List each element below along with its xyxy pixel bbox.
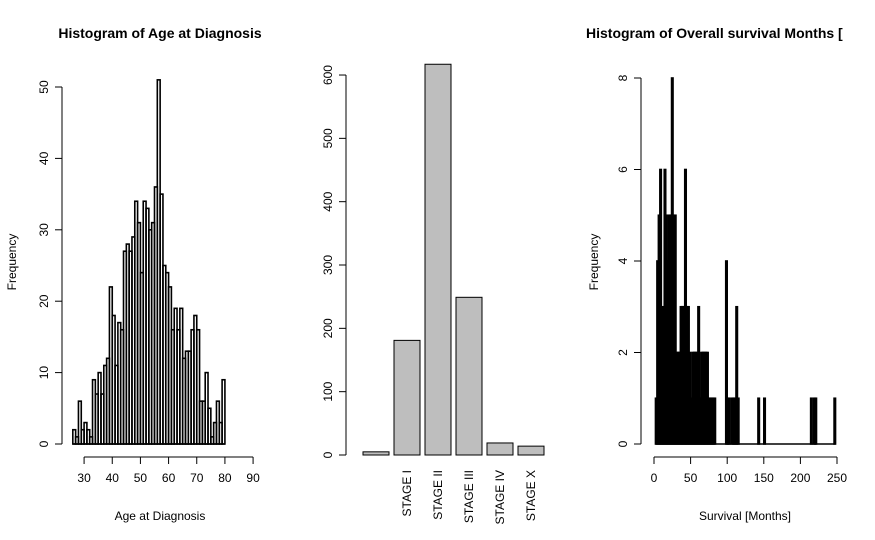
stage-x-tick-label: STAGE II — [431, 470, 445, 520]
stage-bar — [486, 442, 514, 456]
age-hist-x-tick-label: 40 — [106, 471, 120, 485]
survival-hist-bar — [814, 397, 818, 445]
stage-x-tick-label: STAGE I — [400, 470, 414, 516]
survival-hist-y-tick-label: 4 — [616, 257, 630, 264]
survival-hist-x-tick-label: 50 — [684, 471, 698, 485]
survival-hist-y-tick-label: 6 — [616, 166, 630, 173]
age-hist-y-tick-label: 10 — [37, 366, 51, 380]
stage-y-tick-label: 100 — [321, 381, 335, 401]
age-hist-y-tick-label: 0 — [37, 440, 51, 447]
survival-hist-bar — [713, 397, 717, 445]
age-hist-x-tick-label: 30 — [77, 471, 91, 485]
stage-bar — [517, 445, 545, 456]
stage-y-tick-label: 500 — [321, 128, 335, 148]
survival-hist-y-tick-label: 2 — [616, 349, 630, 356]
stage-x-tick-label: STAGE IV — [493, 470, 507, 524]
stage-bar — [424, 63, 452, 456]
survival-hist-x-tick-label: 150 — [754, 471, 774, 485]
age-hist-title: Histogram of Age at Diagnosis — [58, 25, 262, 41]
survival-hist-y-tick-label: 0 — [616, 440, 630, 447]
age-hist-x-tick-label: 70 — [190, 471, 204, 485]
stage-bar — [455, 296, 483, 456]
age-hist-y-tick-label: 30 — [37, 223, 51, 237]
age-hist-x-tick-label: 60 — [162, 471, 176, 485]
survival-hist-bar — [833, 397, 837, 445]
survival-hist-bar — [762, 397, 767, 445]
survival-hist-y-tick-label: 8 — [616, 74, 630, 81]
age-hist-x-tick-label: 50 — [134, 471, 148, 485]
survival-hist-bar — [727, 397, 731, 445]
survival-hist-bar — [757, 397, 761, 445]
stage-bar — [362, 451, 390, 456]
stage-bar — [393, 339, 421, 456]
survival-hist-x-tick-label: 250 — [827, 471, 847, 485]
stage-y-tick-label: 200 — [321, 318, 335, 338]
stage-y-tick-label: 400 — [321, 191, 335, 211]
survival-hist-x-tick-label: 100 — [717, 471, 737, 485]
survival-hist-title: Histogram of Overall survival Months [ — [586, 25, 843, 41]
stage-x-tick-label: STAGE X — [524, 470, 538, 521]
stage-y-tick-label: 300 — [321, 255, 335, 275]
age-hist-x-tick-label: 80 — [218, 471, 232, 485]
survival-hist-x-tick-label: 0 — [651, 471, 658, 485]
survival-hist-bar — [736, 397, 740, 445]
age-hist-x-tick-label: 90 — [246, 471, 260, 485]
age-hist-bar — [221, 378, 226, 445]
survival-hist-bar — [809, 397, 813, 445]
survival-hist-x-label: Survival [Months] — [699, 509, 791, 523]
stage-y-tick-label: 600 — [321, 65, 335, 85]
survival-hist-y-label: Frequency — [587, 234, 601, 291]
survival-hist-x-tick-label: 200 — [790, 471, 810, 485]
age-hist-x-label: Age at Diagnosis — [115, 509, 206, 523]
stage-y-tick-label: 0 — [321, 451, 335, 458]
age-hist-y-label: Frequency — [5, 234, 19, 291]
stage-x-tick-label: STAGE III — [462, 470, 476, 523]
age-hist-y-tick-label: 20 — [37, 294, 51, 308]
age-hist-y-tick-label: 40 — [37, 151, 51, 165]
age-hist-y-tick-label: 50 — [37, 80, 51, 94]
